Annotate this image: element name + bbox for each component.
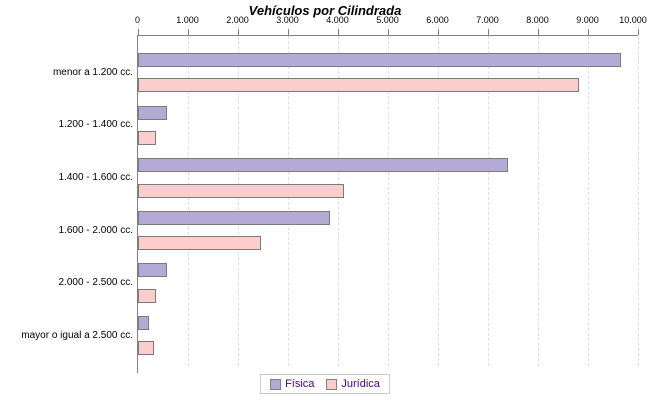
x-tick-label: 8.000 bbox=[526, 15, 549, 25]
x-tick-label: 5.000 bbox=[376, 15, 399, 25]
fisica-swatch-icon bbox=[270, 378, 282, 390]
gridline bbox=[487, 36, 489, 366]
x-tick-mark bbox=[637, 29, 639, 35]
bar-juridica-2 bbox=[138, 183, 344, 198]
legend-item-fisica: Física bbox=[270, 378, 314, 390]
x-tick-mark bbox=[137, 29, 139, 35]
gridline bbox=[637, 36, 639, 366]
gridline bbox=[587, 36, 589, 366]
category-label-2: 1.400 - 1.600 cc. bbox=[58, 171, 134, 183]
gridline bbox=[337, 36, 339, 366]
x-tick-mark bbox=[387, 29, 389, 35]
gridline bbox=[187, 36, 189, 366]
chart-title: Vehículos por Cilindrada bbox=[248, 3, 402, 18]
x-tick-label: 6.000 bbox=[426, 15, 449, 25]
x-tick-mark bbox=[537, 29, 539, 35]
bar-juridica-3 bbox=[138, 236, 261, 251]
gridline bbox=[437, 36, 439, 366]
legend-label-fisica: Física bbox=[285, 378, 315, 390]
bar-fisica-0 bbox=[138, 53, 621, 67]
x-tick-label: 1.000 bbox=[176, 15, 199, 25]
bar-fisica-3 bbox=[138, 210, 330, 225]
bar-juridica-5 bbox=[138, 341, 155, 356]
x-tick-label: 3.000 bbox=[276, 15, 299, 25]
x-tick-mark bbox=[487, 29, 489, 35]
bar-juridica-4 bbox=[138, 288, 156, 303]
legend-item-juridica: Jurídica bbox=[326, 378, 380, 390]
category-label-3: 1.600 - 2.000 cc. bbox=[58, 224, 134, 236]
x-tick-label: 10.000 bbox=[619, 15, 647, 25]
x-tick-label: 9.000 bbox=[576, 15, 599, 25]
x-tick-mark bbox=[237, 29, 239, 35]
gridline bbox=[387, 36, 389, 366]
x-tick-label: 2.000 bbox=[226, 15, 249, 25]
x-tick-label: 7.000 bbox=[476, 15, 499, 25]
category-label-1: 1.200 - 1.400 cc. bbox=[58, 119, 134, 131]
category-label-0: menor a 1.200 cc. bbox=[52, 66, 133, 78]
bar-fisica-2 bbox=[138, 158, 508, 173]
y-axis-line bbox=[137, 35, 138, 373]
bar-fisica-5 bbox=[138, 316, 149, 330]
x-tick-mark bbox=[437, 29, 439, 35]
bar-juridica-1 bbox=[138, 131, 156, 145]
bar-fisica-1 bbox=[138, 105, 167, 120]
gridline bbox=[287, 36, 289, 366]
category-label-4: 2.000 - 2.500 cc. bbox=[58, 277, 134, 289]
x-tick-mark bbox=[337, 29, 339, 35]
x-tick-label: 0 bbox=[134, 15, 140, 25]
x-axis-line bbox=[137, 35, 638, 36]
category-label-5: mayor o igual a 2.500 cc. bbox=[21, 329, 133, 341]
x-tick-mark bbox=[287, 29, 289, 35]
legend-label-juridica: Jurídica bbox=[341, 378, 380, 390]
legend: Física Jurídica bbox=[260, 374, 390, 394]
gridline bbox=[537, 36, 539, 366]
x-tick-mark bbox=[587, 29, 589, 35]
juridica-swatch-icon bbox=[326, 378, 338, 390]
bar-fisica-4 bbox=[138, 263, 167, 278]
x-tick-mark bbox=[187, 29, 189, 35]
gridline bbox=[237, 36, 239, 366]
x-tick-label: 4.000 bbox=[326, 15, 349, 25]
bar-juridica-0 bbox=[138, 78, 579, 93]
